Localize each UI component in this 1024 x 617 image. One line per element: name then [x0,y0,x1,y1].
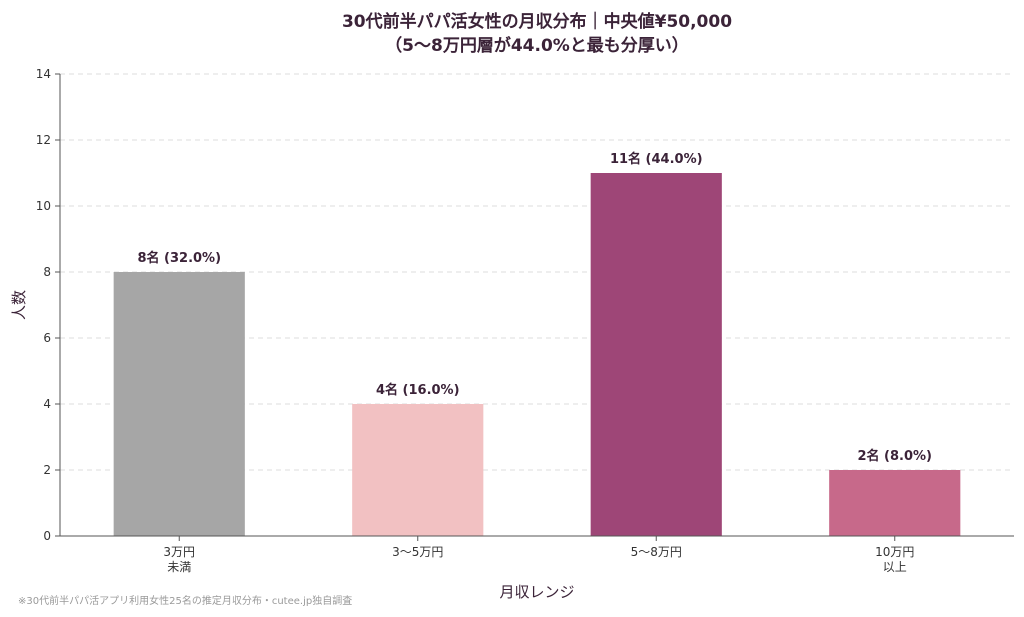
y-tick-label: 10 [36,199,51,213]
bar-value-label: 8名 (32.0%) [137,250,221,266]
y-tick-label: 8 [43,265,51,279]
chart-title-line-2: （5〜8万円層が44.0%と最も分厚い） [385,35,689,56]
x-tick-label: 3万円 [163,545,195,559]
x-tick-label: 未満 [167,560,191,574]
bar [352,404,484,536]
chart-title-line-1: 30代前半パパ活女性の月収分布｜中央値¥50,000 [342,11,732,32]
gridlines [60,73,1014,471]
x-tick-label: 以上 [883,560,907,574]
bar-value-label: 11名 (44.0%) [610,151,703,167]
y-tick-label: 6 [43,331,51,345]
y-axis-title: 人数 [10,290,28,320]
y-tick-label: 4 [43,397,51,411]
y-tick-label: 2 [43,463,51,477]
axes [55,73,1014,541]
y-tick-label: 12 [36,133,51,147]
x-tick-label: 3〜5万円 [392,545,443,559]
y-tick-label: 14 [36,67,51,81]
bar [829,470,961,536]
bar-value-label: 2名 (8.0%) [857,448,932,464]
bar [113,272,245,536]
y-tick-label: 0 [43,529,51,543]
x-axis-title: 月収レンジ [499,583,574,601]
x-tick-label: 10万円 [875,545,914,559]
footnote: ※30代前半パパ活アプリ利用女性25名の推定月収分布・cutee.jp独自調査 [18,594,352,607]
bars [113,173,961,536]
bar [590,173,722,536]
x-tick-label: 5〜8万円 [631,545,682,559]
bar-value-label: 4名 (16.0%) [376,382,460,398]
